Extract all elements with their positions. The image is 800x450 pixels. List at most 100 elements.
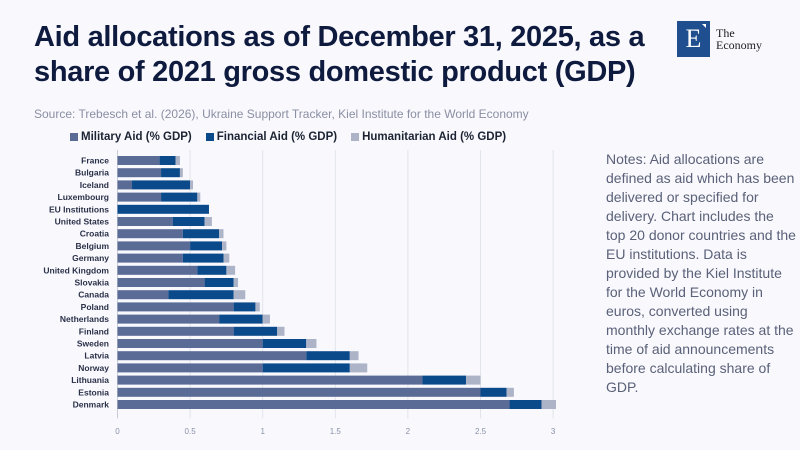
bar-segment-military xyxy=(117,375,423,385)
x-tick-label: 2 xyxy=(406,427,411,436)
legend-swatch-military xyxy=(70,133,78,141)
bar-segment-financial xyxy=(422,375,466,385)
bar-segment-military xyxy=(117,278,205,287)
bar-segment-humanitarian xyxy=(197,192,201,202)
bar-segment-military xyxy=(117,314,220,324)
bar-segment-financial xyxy=(132,180,191,190)
bar-segment-financial xyxy=(262,363,350,373)
bar-segment-humanitarian xyxy=(204,217,212,226)
bar-segment-military xyxy=(117,168,162,178)
bar-segment-humanitarian xyxy=(255,302,260,312)
x-tick-label: 0.5 xyxy=(185,427,197,436)
chart-title: Aid allocations as of December 31, 2025,… xyxy=(34,21,645,88)
bar-segment-military xyxy=(117,400,510,409)
the-economy-logo: E The Economy xyxy=(677,21,762,57)
bar-segment-military xyxy=(117,290,169,300)
category-label: France xyxy=(81,156,109,166)
bar-segment-military xyxy=(117,326,234,336)
bar-segment-humanitarian xyxy=(306,339,317,348)
bar-segment-financial xyxy=(172,217,205,226)
category-labels: France Bulgaria Iceland Luxembourg EU Instit… xyxy=(43,156,109,410)
source-note: Source: Trebesch et al. (2026), Ukraine … xyxy=(34,107,529,121)
bar-segment-financial xyxy=(182,229,220,239)
bar-segment-humanitarian xyxy=(506,387,514,397)
category-label: Sweden xyxy=(77,339,109,349)
category-label: Iceland xyxy=(80,180,109,190)
legend: Military Aid (% GDP) Financial Aid (% GD… xyxy=(70,131,506,143)
bar-segment-military xyxy=(117,265,198,275)
bar-segment-military xyxy=(117,351,307,361)
bar-segment-military xyxy=(117,192,162,202)
bar-segment-military xyxy=(117,217,173,226)
bar-segment-financial xyxy=(161,168,180,178)
logo-line-2: Economy xyxy=(716,38,762,52)
x-tick-label: 2.5 xyxy=(475,427,487,436)
category-label: Finland xyxy=(79,326,109,336)
bar-segment-military xyxy=(117,363,263,373)
notes-text: Notes: Aid allocations are defined as ai… xyxy=(606,151,796,395)
bar-segment-financial xyxy=(117,204,209,214)
bar-segment-military xyxy=(117,387,481,397)
logo-wordmark: The Economy xyxy=(716,27,762,51)
bar-segment-military xyxy=(117,253,183,263)
bar-segment-military xyxy=(117,156,160,165)
bars xyxy=(117,156,557,409)
category-label: Canada xyxy=(78,290,109,300)
category-label: Estonia xyxy=(78,387,109,397)
x-tick-labels: 0 0.5 1 1.5 2 2.5 3 xyxy=(115,427,556,436)
legend-item-financial: Financial Aid (% GDP) xyxy=(205,131,338,143)
legend-label-military: Military Aid (% GDP) xyxy=(81,131,192,143)
bar-segment-military xyxy=(117,302,234,312)
bar-segment-financial xyxy=(509,400,542,409)
bar-segment-financial xyxy=(219,314,263,324)
legend-item-humanitarian: Humanitarian Aid (% GDP) xyxy=(351,131,506,143)
bar-segment-humanitarian xyxy=(277,326,285,336)
legend-swatch-humanitarian xyxy=(351,133,360,141)
bar-segment-financial xyxy=(161,192,198,202)
category-label: Denmark xyxy=(73,400,110,410)
bar-segment-humanitarian xyxy=(179,168,183,178)
logo-e-icon: E xyxy=(677,21,710,57)
category-label: EU Institutions xyxy=(49,204,109,214)
bar-segment-humanitarian xyxy=(465,375,481,385)
bar-segment-humanitarian xyxy=(175,156,180,165)
bar-segment-humanitarian xyxy=(541,400,557,409)
bar-segment-financial xyxy=(204,278,234,287)
category-label: Slovakia xyxy=(75,278,110,288)
x-tick-label: 1.5 xyxy=(330,427,342,436)
bar-segment-financial xyxy=(233,326,278,336)
bar-segment-financial xyxy=(182,253,224,263)
bar-segment-military xyxy=(117,180,133,190)
bar-segment-financial xyxy=(233,302,256,312)
bar-segment-humanitarian xyxy=(226,265,236,275)
bar-segment-humanitarian xyxy=(349,363,368,373)
bar-segment-humanitarian xyxy=(223,253,230,263)
category-label: Poland xyxy=(81,302,109,312)
bar-segment-humanitarian xyxy=(233,290,246,300)
bar-segment-financial xyxy=(159,156,176,165)
legend-swatch-financial xyxy=(205,133,214,141)
bar-segment-humanitarian xyxy=(222,241,227,251)
bar-segment-financial xyxy=(480,387,507,397)
bar-segment-humanitarian xyxy=(262,314,270,324)
bar-segment-military xyxy=(117,229,183,239)
legend-label-financial: Financial Aid (% GDP) xyxy=(216,131,338,143)
x-tick-label: 0 xyxy=(115,427,120,436)
category-label: United States xyxy=(55,217,110,227)
x-tick-label: 3 xyxy=(551,427,556,436)
legend-label-humanitarian: Humanitarian Aid (% GDP) xyxy=(362,131,507,143)
category-label: Lithuania xyxy=(71,375,109,385)
bar-segment-financial xyxy=(190,241,223,251)
category-label: Norway xyxy=(78,363,109,373)
bar-segment-financial xyxy=(306,351,350,361)
category-label: Croatia xyxy=(80,229,110,239)
legend-item-military: Military Aid (% GDP) xyxy=(70,131,192,143)
category-label: Luxembourg xyxy=(58,192,109,202)
bar-segment-financial xyxy=(262,339,307,348)
category-label: Bulgaria xyxy=(75,168,109,178)
bar-segment-military xyxy=(117,241,191,251)
x-tick-label: 1 xyxy=(260,427,265,436)
category-label: Latvia xyxy=(84,351,109,361)
bar-segment-financial xyxy=(168,290,234,300)
bar-segment-humanitarian xyxy=(349,351,359,361)
